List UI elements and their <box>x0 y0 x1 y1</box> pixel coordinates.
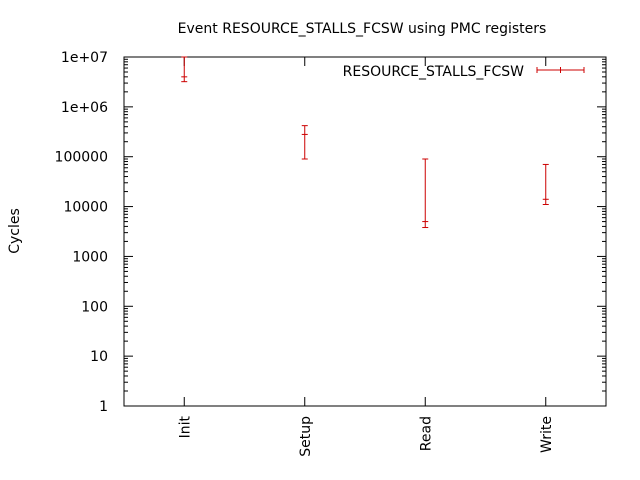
error-bar <box>542 163 549 206</box>
plot-frame <box>123 56 607 407</box>
x-tick-label: Write <box>539 416 555 453</box>
legend: RESOURCE_STALLS_FCSW <box>343 64 585 80</box>
y-tick-label: 100 <box>81 299 108 315</box>
x-tick-label: Setup <box>298 416 314 457</box>
x-ticks: Init Setup Read Write <box>177 57 555 457</box>
chart-title: Event RESOURCE_STALLS_FCSW using PMC reg… <box>178 21 547 37</box>
y-tick-label: 1e+07 <box>61 50 108 66</box>
y-tick-label: 1000 <box>72 249 108 265</box>
y-tick-label: 10000 <box>63 200 108 216</box>
x-tick-label: Read <box>418 416 434 451</box>
error-bar <box>301 125 308 160</box>
error-bar <box>181 56 188 83</box>
data-marks <box>181 56 549 229</box>
y-ticks: 1 10 100 1000 10000 100000 1e+06 1e+07 <box>55 50 606 415</box>
y-tick-label: 1 <box>99 399 108 415</box>
y-tick-label: 1e+06 <box>61 100 108 116</box>
y-tick-label: 100000 <box>55 150 108 166</box>
legend-label: RESOURCE_STALLS_FCSW <box>343 64 525 80</box>
error-bar <box>422 158 429 229</box>
y-tick-label: 10 <box>90 349 108 365</box>
y-axis-label: Cycles <box>7 208 23 254</box>
x-tick-label: Init <box>177 415 193 438</box>
